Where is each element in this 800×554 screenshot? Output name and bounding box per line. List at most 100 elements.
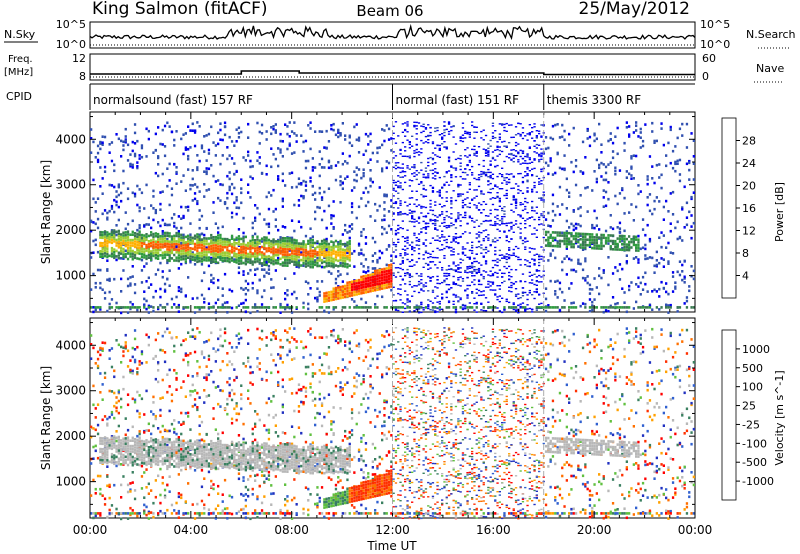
power-cell: [644, 123, 647, 126]
power-cell: [147, 216, 150, 220]
power-band-cell: [263, 244, 266, 247]
power-cell: [304, 234, 308, 238]
power-band-cell: [288, 258, 291, 262]
power-cell: [443, 275, 446, 277]
power-cell: [505, 235, 508, 237]
power-cell: [270, 286, 273, 290]
power-band-cell: [223, 245, 227, 249]
power-cell: [438, 149, 441, 151]
power-cell: [427, 275, 430, 278]
power-band-cell: [304, 251, 308, 255]
power-ground-cell: [646, 306, 649, 309]
power-cell: [579, 214, 582, 218]
power-cell: [434, 204, 437, 206]
power-cell: [508, 254, 511, 256]
power-cell: [429, 184, 432, 187]
power-cell: [163, 145, 167, 148]
power-cell: [464, 308, 467, 310]
power-band-cell: [223, 243, 227, 246]
power-cell: [501, 276, 504, 278]
power-cell: [270, 278, 273, 281]
power-band-cell: [318, 242, 321, 246]
power-cell: [330, 272, 333, 275]
power-cell: [168, 269, 171, 272]
power-cell: [475, 195, 478, 197]
power-cell: [129, 307, 132, 311]
power-cell: [609, 161, 612, 164]
power-cell: [237, 136, 241, 139]
power-band-cell: [240, 254, 243, 257]
power-cell: [307, 159, 310, 163]
power-band-cell: [309, 244, 312, 247]
power-ground-cell: [434, 306, 437, 309]
power-band-cell: [212, 252, 215, 255]
power-band-cell: [145, 249, 148, 252]
power-cell: [607, 163, 610, 166]
power-band-cell: [251, 238, 254, 242]
power-band-cell: [228, 255, 231, 258]
power-band-cell: [260, 237, 264, 241]
power-themis-cell: [632, 243, 635, 247]
power-cell: [514, 134, 518, 136]
power-cell: [558, 136, 562, 139]
power-cell: [484, 310, 488, 312]
power-cell: [503, 231, 506, 233]
power-cell: [223, 201, 227, 204]
power-cell: [221, 138, 224, 142]
power-cell: [461, 246, 465, 248]
power-cell: [334, 288, 338, 291]
power-cell: [383, 218, 386, 222]
power-cell: [242, 156, 245, 159]
power-cell: [263, 268, 266, 271]
power-cell: [417, 183, 421, 185]
power-band-cell: [297, 242, 301, 245]
power-cell: [131, 191, 134, 195]
power-cell: [431, 256, 435, 259]
power-band-cell: [256, 260, 259, 263]
power-cell: [401, 278, 404, 280]
power-cell: [528, 265, 531, 268]
power-cell: [434, 224, 437, 226]
power-cell: [461, 216, 465, 219]
y-tick-label: 4000: [55, 132, 86, 146]
power-cell: [383, 208, 386, 211]
power-cell: [401, 176, 404, 178]
power-cell: [565, 188, 568, 192]
power-cell: [445, 128, 448, 131]
power-cell: [413, 175, 416, 177]
power-band-cell: [205, 253, 208, 257]
power-band-cell: [228, 258, 231, 261]
power-cell: [422, 242, 425, 244]
power-cell: [397, 224, 400, 227]
power-cell: [251, 177, 254, 180]
power-themis-cell: [600, 233, 603, 237]
power-cell: [651, 212, 654, 216]
power-band-cell: [196, 255, 199, 258]
power-cell: [630, 174, 633, 177]
power-band-cell: [302, 256, 305, 260]
power-cell: [459, 140, 462, 142]
power-cell: [482, 276, 485, 278]
power-cell: [399, 294, 402, 296]
power-cell: [466, 222, 469, 225]
power-cell: [367, 134, 370, 138]
power-cell: [526, 187, 529, 189]
power-cell: [223, 272, 227, 276]
power-cell: [533, 123, 536, 125]
power-cell: [406, 298, 409, 300]
power-cell: [468, 154, 471, 157]
power-band-cell: [327, 250, 331, 254]
power-band-cell: [189, 255, 192, 258]
power-ground-cell: [281, 306, 284, 309]
power-cell: [431, 152, 435, 154]
power-cell: [408, 212, 411, 214]
power-cell: [390, 259, 393, 262]
power-band-cell: [311, 265, 314, 269]
power-band-cell: [233, 249, 236, 252]
power-strong-cell: [390, 268, 393, 272]
power-cell: [205, 167, 208, 170]
power-cell: [233, 173, 236, 176]
power-strong-cell: [339, 296, 342, 300]
power-band-cell: [200, 249, 204, 252]
power-cell: [417, 216, 421, 218]
